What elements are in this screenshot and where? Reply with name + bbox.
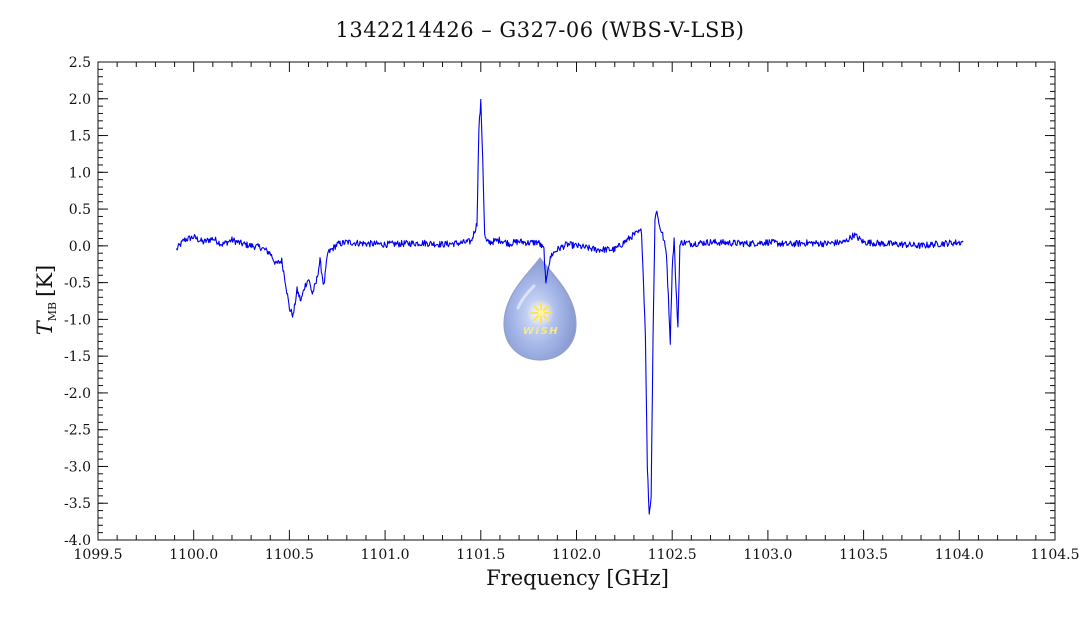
y-tick-label: -3.0 (64, 459, 91, 475)
y-axis-label: TMB [K] (33, 265, 59, 335)
x-tick-label: 1101.5 (456, 547, 505, 563)
y-axis-unit: [K] (33, 264, 57, 297)
y-tick-label: 2.5 (69, 55, 91, 71)
x-tick-label: 1099.5 (74, 547, 123, 563)
x-tick-label: 1101.0 (361, 547, 410, 563)
x-tick-label: 1100.5 (265, 547, 314, 563)
x-tick-label: 1104.0 (935, 547, 984, 563)
x-tick-label: 1103.5 (839, 547, 888, 563)
x-tick-label: 1102.5 (648, 547, 697, 563)
x-tick-label: 1103.0 (743, 547, 792, 563)
y-tick-label: -1.5 (64, 349, 91, 365)
y-tick-label: 0.5 (69, 202, 91, 218)
y-tick-label: -3.5 (64, 496, 91, 512)
spectrum-series-line (175, 98, 964, 515)
wish-logo-text: WISH (523, 326, 559, 337)
y-tick-label: -2.5 (64, 423, 91, 439)
y-tick-label: 1.5 (69, 129, 91, 145)
chart-title: 1342214426 – G327-06 (WBS-V-LSB) (335, 18, 745, 42)
y-tick-label: 0.0 (69, 239, 91, 255)
y-tick-label: -4.0 (64, 533, 91, 549)
wish-logo: WISH (503, 256, 577, 361)
y-tick-label: 2.0 (69, 92, 91, 108)
y-axis: 2.5 2.0 1.5 1.0 0.5 0.0 -0.5 -1.0 -1.5 -2.0 -2.5 -3… (64, 55, 1055, 549)
x-axis: 1099.5 1100.0 1100.5 1101.0 1101.5 1102.0 1102… (74, 62, 1080, 563)
y-tick-label: -2.0 (64, 386, 91, 402)
plot-frame (97, 61, 1056, 541)
y-tick-label: -1.0 (64, 312, 91, 328)
x-tick-label: 1102.0 (552, 547, 601, 563)
x-axis-label: Frequency [GHz] (486, 566, 669, 590)
y-tick-label: 1.0 (69, 165, 91, 181)
x-tick-label: 1100.0 (169, 547, 218, 563)
y-axis-symbol: T (33, 321, 57, 336)
y-tick-label: -0.5 (64, 276, 91, 292)
y-axis-subscript: MB (46, 301, 59, 322)
x-tick-label: 1104.5 (1031, 547, 1080, 563)
